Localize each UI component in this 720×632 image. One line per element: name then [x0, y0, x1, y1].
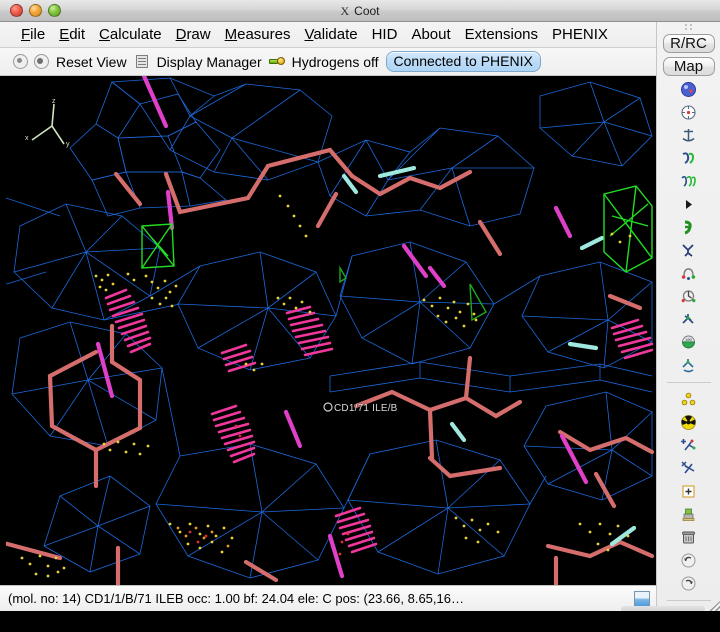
torsion-general-icon[interactable] [676, 308, 702, 331]
minimize-button[interactable] [29, 4, 42, 17]
ligand-green-mesh [141, 185, 653, 322]
display-manager-icon[interactable] [134, 54, 150, 70]
window-title: Coot [354, 4, 380, 18]
pink-cluster-3 [210, 404, 256, 464]
menu-phenix[interactable]: PHENIX [552, 26, 608, 43]
x11-icon: X [340, 4, 350, 18]
reset-view-icon-a[interactable] [12, 54, 28, 70]
hydrogens-icon[interactable] [268, 54, 285, 70]
pointer-atom-icon[interactable] [676, 193, 702, 216]
menu-bar: File Edit Calculate Draw Measures Valida… [0, 22, 656, 48]
status-text: (mol. no: 14) CD1/1/B/71 ILEB occ: 1.00 … [8, 591, 464, 606]
menu-hid[interactable]: HID [371, 26, 398, 43]
add-atom-icon[interactable] [676, 434, 702, 457]
menu-edit[interactable]: Edit [59, 26, 86, 43]
selected-atom-marker [323, 402, 333, 412]
sidebar-icon-group-middle [657, 388, 720, 595]
edit-chi-angles-icon[interactable] [676, 285, 702, 308]
sidebar-icon-group-top: 180 [657, 78, 720, 377]
place-atom-at-pointer-icon[interactable] [676, 503, 702, 526]
hbond-pink-sticks [104, 288, 654, 554]
window-title-group: X Coot [0, 0, 720, 22]
window-controls [10, 4, 61, 17]
reset-view-label[interactable]: Reset View [56, 53, 127, 70]
sidebar-divider-2 [666, 600, 711, 601]
side-chain-180-icon[interactable]: 180 [676, 331, 702, 354]
phenix-connection-status-button[interactable]: Connected to PHENIX [385, 51, 541, 72]
rotamer-icon[interactable] [676, 147, 702, 170]
contact-dots [20, 194, 632, 578]
undo-icon[interactable] [676, 549, 702, 572]
pink-cluster-6 [610, 318, 654, 360]
svg-text:y: y [66, 141, 70, 148]
protein-bonds-carbon [0, 147, 655, 585]
molecular-graphics-viewport[interactable]: z y x CD1/71 ILE/B [0, 76, 656, 585]
menu-measures-rest: easures [237, 26, 291, 43]
pink-cluster-2 [285, 305, 334, 357]
sidebar-drag-grip[interactable] [684, 24, 694, 30]
viewport-left-edge [0, 76, 6, 585]
menu-draw[interactable]: Draw [175, 26, 211, 43]
menu-validate-rest: alidate [313, 26, 358, 43]
recentre-icon[interactable] [676, 101, 702, 124]
status-color-swatch[interactable] [634, 590, 650, 607]
horizontal-scrollbar[interactable] [621, 606, 705, 612]
protein-bonds-magenta [95, 76, 589, 579]
menu-validate[interactable]: Validate [304, 26, 358, 43]
menu-about[interactable]: About [411, 26, 451, 43]
edit-backbone-torsion-icon[interactable] [676, 354, 702, 377]
gl-canvas[interactable] [0, 76, 656, 585]
add-alt-conf-icon[interactable] [676, 262, 702, 285]
protein-bonds-cyan [341, 165, 637, 547]
menu-edit-rest: dit [69, 26, 86, 43]
menu-draw-rest: raw [186, 26, 211, 43]
radiation-warning-icon[interactable] [676, 411, 702, 434]
delete-atom-icon[interactable] [676, 457, 702, 480]
menu-calculate[interactable]: Calculate [99, 26, 162, 43]
simple-mutate-icon[interactable] [676, 216, 702, 239]
menu-measures[interactable]: Measures [224, 26, 291, 43]
axes-indicator: z y x [25, 98, 70, 148]
menu-calculate-rest: alculate [109, 26, 162, 43]
close-button[interactable] [10, 4, 23, 17]
svg-text:x: x [25, 135, 29, 142]
pink-cluster-1 [104, 288, 152, 354]
pink-cluster-5 [334, 506, 378, 554]
title-bar: X Coot [0, 0, 720, 22]
sphere-refine-icon[interactable] [676, 78, 702, 101]
rigid-body-fit-icon[interactable] [676, 124, 702, 147]
reset-view-icon-b[interactable] [33, 54, 49, 70]
right-tool-sidebar: R/RC Map [656, 22, 720, 632]
status-bar: (mol. no: 14) CD1/1/B/71 ILEB occ: 1.00 … [0, 585, 656, 611]
add-terminal-residue-icon[interactable] [676, 480, 702, 503]
menu-extensions[interactable]: Extensions [464, 26, 539, 43]
svg-text:180: 180 [685, 337, 692, 342]
sidebar-divider-1 [666, 382, 711, 383]
hydrogens-label[interactable]: Hydrogens off [291, 53, 379, 70]
main-toolbar: Reset View Display Manager Hydrogens off… [0, 48, 656, 76]
menu-file-rest: ile [30, 26, 46, 43]
map-button[interactable]: Map [662, 57, 715, 76]
display-manager-label[interactable]: Display Manager [156, 53, 262, 70]
redo-icon[interactable] [676, 572, 702, 595]
mutate-and-autofit-icon[interactable] [676, 170, 702, 193]
trifoil-icon[interactable] [676, 388, 702, 411]
fit-terminal-residue-icon[interactable] [676, 239, 702, 262]
pink-cluster-4 [220, 343, 257, 373]
svg-text:z: z [52, 98, 56, 105]
bottom-edge [0, 611, 720, 632]
delete-item-icon[interactable] [676, 526, 702, 549]
menu-file[interactable]: File [21, 26, 46, 43]
density-map-mesh [0, 77, 653, 579]
real-space-refine-button[interactable]: R/RC [662, 34, 715, 53]
zoom-button[interactable] [48, 4, 61, 17]
